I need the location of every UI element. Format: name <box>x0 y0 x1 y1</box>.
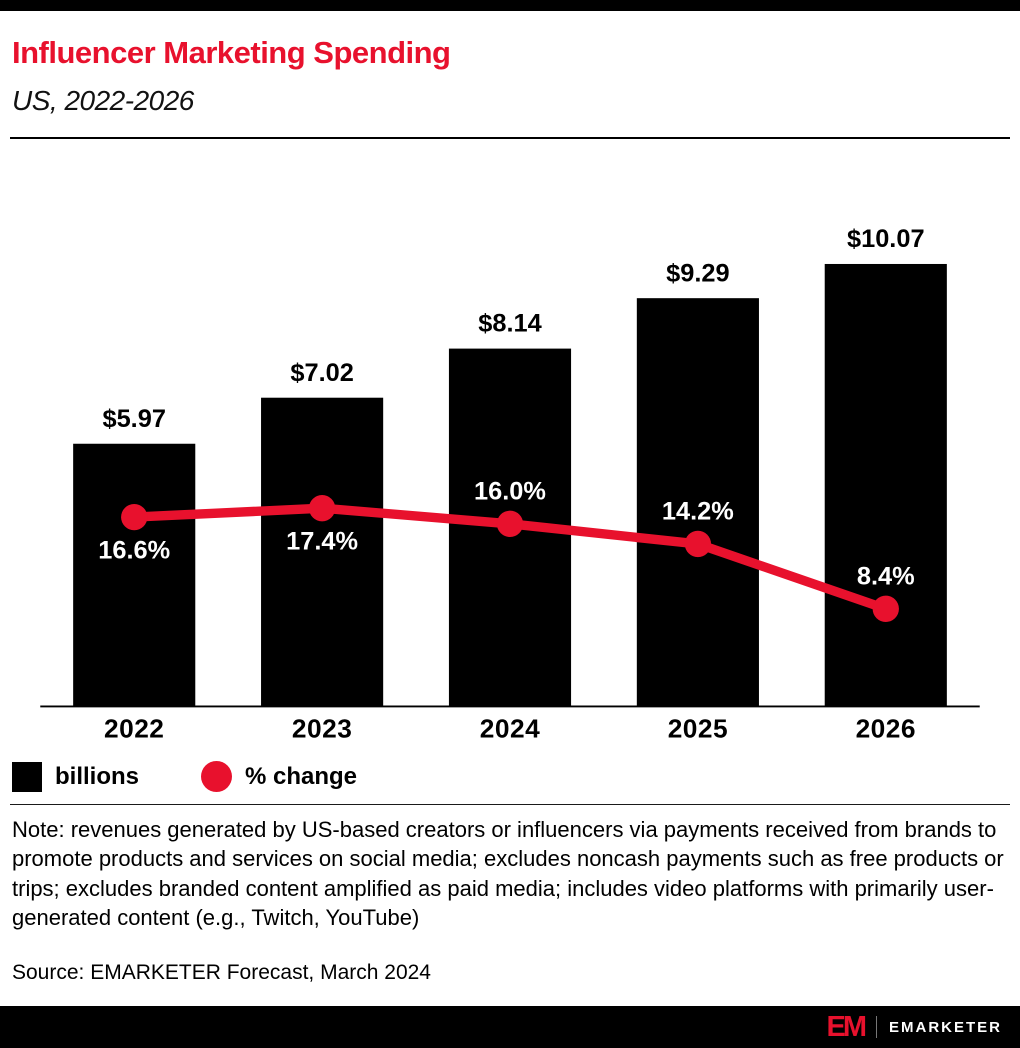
legend-item-pct-change: % change <box>201 761 358 793</box>
pct-change-label: 14.2% <box>662 497 734 525</box>
pct-change-point <box>684 530 712 557</box>
pct-change-label: 17.4% <box>286 527 358 555</box>
pct-change-point <box>308 494 336 522</box>
emarketer-logo-icon: EM <box>826 1010 866 1043</box>
bar-2023 <box>261 397 384 706</box>
x-axis-label: 2026 <box>856 713 916 743</box>
bar-2026 <box>824 263 947 706</box>
billions-swatch-icon <box>12 761 42 792</box>
pct-change-label: 16.6% <box>98 536 170 564</box>
pct-change-label: 8.4% <box>857 562 915 590</box>
pct-change-point <box>496 510 524 537</box>
x-axis-label: 2023 <box>292 713 352 743</box>
pct-change-point <box>872 595 899 622</box>
top-accent-bar <box>0 0 1020 11</box>
bar-value-label: $9.29 <box>666 259 729 287</box>
bar-value-label: $8.14 <box>478 310 541 338</box>
pct-change-point <box>121 503 148 531</box>
logo-divider <box>875 1016 877 1038</box>
emarketer-wordmark: EMARKETER <box>888 1018 1002 1036</box>
x-axis-label: 2025 <box>668 713 728 743</box>
footer-bar: EM EMARKETER <box>0 1006 1020 1048</box>
legend-label-pct-change: % change <box>245 762 358 790</box>
note-divider <box>10 804 1010 805</box>
bar-2022 <box>73 443 196 706</box>
legend: billions % change <box>0 757 1020 804</box>
page-subtitle: US, 2022-2026 <box>12 85 194 116</box>
bar-value-label: $5.97 <box>102 405 165 433</box>
chart-header: Influencer Marketing Spending US, 2022-2… <box>0 11 1020 137</box>
source-text: Source: EMARKETER Forecast, March 2024 <box>12 961 431 984</box>
legend-label-billions: billions <box>55 762 139 790</box>
x-axis-label: 2022 <box>104 713 164 743</box>
bar-value-label: $10.07 <box>847 225 925 253</box>
pct-change-label: 16.0% <box>474 477 546 505</box>
header-divider <box>10 137 1010 139</box>
bar-2025 <box>636 298 759 706</box>
spending-chart: $5.97 2022 $7.02 2023 $8.14 2024 $9.29 2025 $10.… <box>40 225 980 743</box>
legend-item-billions: billions <box>12 761 139 792</box>
page-title: Influencer Marketing Spending <box>12 35 451 70</box>
x-axis-label: 2024 <box>480 713 540 743</box>
note-text: Note: revenues generated by US-based cre… <box>12 817 1004 930</box>
bar-value-label: $7.02 <box>290 359 353 387</box>
pct-change-swatch-icon <box>201 761 232 793</box>
